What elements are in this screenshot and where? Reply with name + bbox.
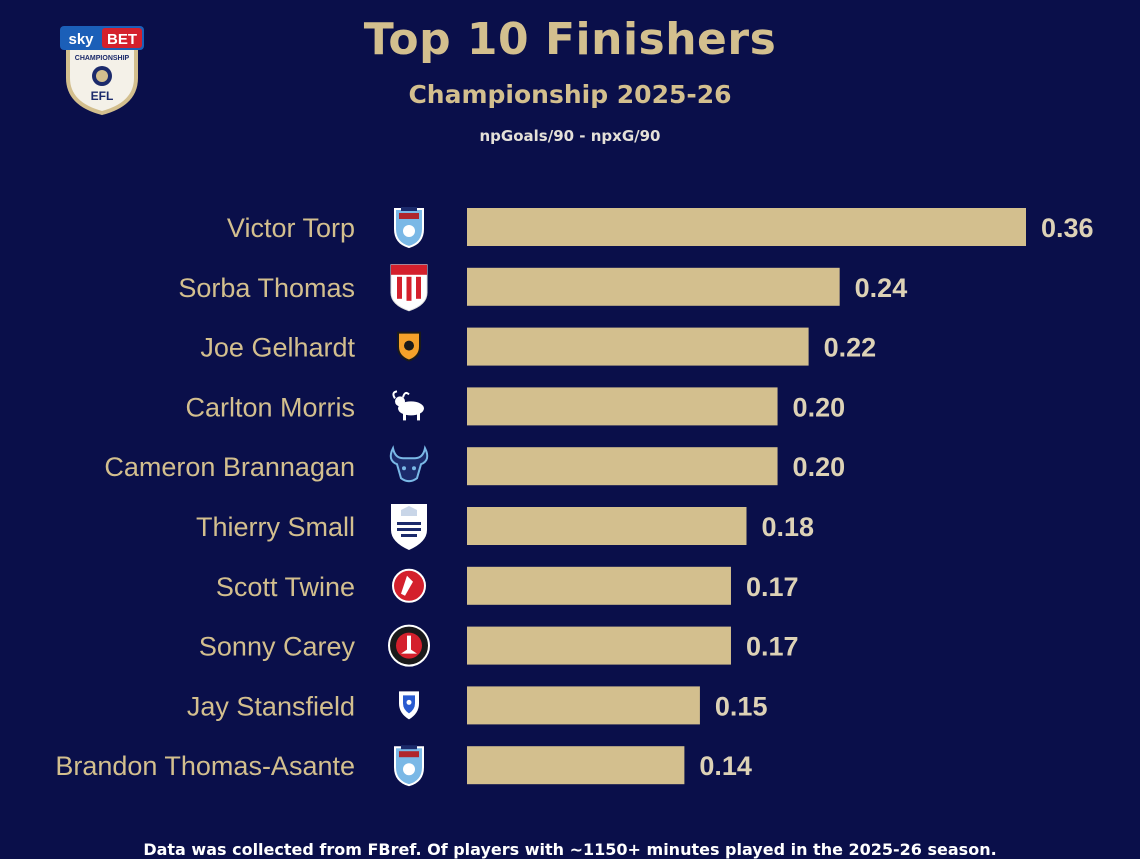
player-label: Sorba Thomas (178, 273, 355, 303)
player-label: Jay Stansfield (187, 691, 355, 721)
logo-efl-text: EFL (91, 89, 114, 103)
player-label: Scott Twine (216, 572, 355, 602)
player-label: Brandon Thomas-Asante (55, 751, 355, 781)
charlton-athletic-crest (388, 624, 430, 667)
chart-title: Top 10 Finishers (363, 14, 777, 65)
value-label: 0.20 (793, 392, 846, 422)
value-label: 0.20 (793, 452, 846, 482)
oxford-united-crest (389, 445, 429, 483)
player-label: Victor Torp (227, 213, 355, 243)
value-label: 0.24 (855, 273, 908, 303)
preston-north-end-crest (391, 504, 427, 550)
coventry-city-crest (394, 745, 424, 787)
hull-city-crest (397, 331, 421, 362)
bar (467, 626, 731, 665)
value-label: 0.18 (762, 512, 815, 542)
bar (467, 686, 700, 725)
footnote: Data was collected from FBref. Of player… (143, 840, 997, 859)
value-label: 0.17 (746, 572, 799, 602)
bar (467, 208, 1026, 246)
stoke-city-crest (390, 264, 428, 312)
coventry-city-crest (394, 207, 424, 249)
player-label: Joe Gelhardt (200, 333, 355, 363)
metric-label: npGoals/90 - npxG/90 (479, 127, 661, 145)
bar (467, 267, 840, 306)
bar (467, 387, 778, 426)
player-label: Cameron Brannagan (104, 452, 355, 482)
value-label: 0.36 (1041, 213, 1094, 243)
derby-county-crest (392, 390, 424, 421)
bristol-city-crest (392, 568, 426, 603)
bar (467, 447, 778, 486)
player-label: Sonny Carey (199, 632, 356, 662)
bar (467, 566, 731, 605)
bar (467, 327, 809, 366)
bar (467, 507, 747, 545)
value-label: 0.15 (715, 691, 768, 721)
value-label: 0.22 (824, 333, 877, 363)
logo-championship-text: CHAMPIONSHIP (75, 55, 130, 62)
value-label: 0.17 (746, 632, 799, 662)
bar (467, 746, 685, 785)
sky-bet-championship-logo: sky BET CHAMPIONSHIP EFL (60, 16, 144, 116)
chart-subtitle: Championship 2025-26 (408, 80, 732, 109)
value-label: 0.14 (699, 751, 752, 781)
player-label: Carlton Morris (185, 392, 355, 422)
player-label: Thierry Small (196, 512, 355, 542)
logo-bet-text: BET (107, 31, 137, 48)
logo-sky-text: sky (68, 31, 94, 48)
birmingham-city-crest (399, 691, 419, 720)
